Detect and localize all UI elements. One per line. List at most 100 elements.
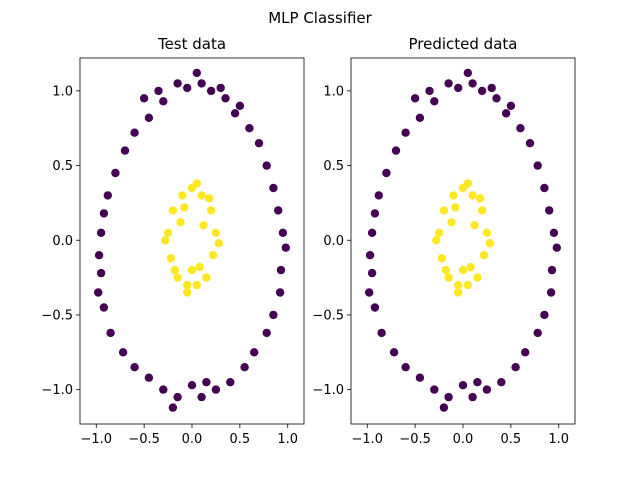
axes-frame: [350, 57, 576, 425]
data-point: [269, 310, 278, 320]
data-point: [521, 348, 530, 357]
data-point: [451, 203, 460, 212]
data-point: [439, 403, 449, 412]
data-point: [94, 288, 103, 297]
data-point: [439, 206, 449, 215]
data-point: [374, 191, 383, 200]
data-point: [447, 218, 456, 227]
data-point: [437, 254, 447, 263]
data-point: [206, 86, 216, 96]
data-point: [197, 191, 206, 200]
data-point: [454, 83, 463, 93]
data-point: [96, 268, 106, 278]
data-point: [444, 392, 453, 402]
data-point: [111, 168, 120, 178]
data-point: [262, 328, 271, 338]
data-point: [216, 83, 225, 93]
data-point: [173, 79, 182, 88]
data-point: [367, 268, 377, 278]
y-tick-label: 1.0: [52, 84, 73, 99]
data-point: [192, 68, 201, 78]
x-tick-label: −1.0: [80, 432, 112, 447]
data-point: [187, 381, 197, 390]
data-point: [547, 265, 557, 275]
data-point: [370, 209, 380, 218]
data-point: [202, 378, 211, 387]
data-point: [501, 109, 511, 118]
data-point: [214, 239, 223, 248]
y-tick-label: −1.0: [41, 383, 73, 398]
data-point: [269, 183, 278, 193]
data-point: [173, 273, 182, 282]
subplot-title: Test data: [157, 35, 226, 53]
data-point: [250, 348, 259, 357]
data-point: [130, 363, 139, 372]
y-tick-label: 0.5: [323, 159, 344, 174]
data-point: [163, 228, 173, 237]
data-point: [278, 228, 288, 237]
data-point: [401, 363, 410, 372]
data-point: [367, 228, 377, 237]
data-point: [468, 392, 477, 402]
data-point: [477, 86, 487, 96]
series-inner-ring: [161, 179, 223, 297]
data-point: [391, 146, 401, 155]
data-point: [274, 206, 283, 215]
data-point: [552, 243, 561, 252]
data-point: [545, 206, 554, 215]
data-point: [183, 280, 192, 290]
x-tick-label: 0.0: [453, 432, 474, 447]
figure-suptitle: MLP Classifier: [268, 9, 372, 27]
x-tick-label: 1.0: [548, 432, 569, 447]
data-point: [235, 101, 245, 111]
y-tick-label: 0.5: [52, 159, 73, 174]
data-point: [466, 262, 475, 272]
data-point: [470, 221, 479, 230]
panels: Test data −1.0 −0.5 0.0 0.5 1.0 −1.0 −0.5 0.0 0.5…: [41, 35, 576, 447]
data-point: [96, 228, 106, 237]
x-tick-label: 0.0: [182, 432, 203, 447]
data-point: [533, 328, 542, 338]
data-point: [106, 328, 115, 338]
y-tick-label: 1.0: [323, 84, 344, 99]
data-point: [168, 206, 178, 215]
data-point: [206, 206, 216, 215]
x-tick-label: 1.0: [277, 432, 298, 447]
data-point: [183, 288, 192, 297]
data-point: [365, 288, 374, 297]
data-point: [159, 385, 168, 394]
data-point: [276, 265, 286, 275]
data-point: [468, 79, 477, 88]
data-point: [199, 221, 208, 230]
data-point: [192, 179, 201, 188]
data-point: [168, 403, 178, 412]
data-point: [476, 194, 485, 203]
data-point: [525, 139, 535, 148]
data-point: [159, 97, 168, 106]
data-point: [205, 194, 214, 203]
y-tick-label: −0.5: [312, 308, 344, 323]
data-point: [410, 94, 420, 103]
data-point: [497, 378, 506, 387]
data-point: [516, 124, 525, 133]
data-point: [415, 113, 425, 123]
data-point: [211, 385, 221, 394]
data-point: [94, 251, 104, 260]
data-point: [477, 206, 487, 215]
data-point: [444, 79, 453, 88]
data-point: [254, 139, 264, 148]
data-point: [377, 328, 386, 338]
data-point: [430, 97, 439, 106]
data-point: [230, 109, 240, 118]
data-point: [454, 280, 463, 290]
data-point: [197, 79, 206, 88]
data-point: [130, 128, 139, 137]
data-point: [211, 228, 221, 237]
data-point: [183, 83, 192, 93]
data-point: [187, 265, 197, 275]
data-point: [425, 86, 434, 96]
x-tick-label: −0.5: [399, 432, 431, 447]
y-tick-label: 0.0: [323, 234, 344, 249]
data-point: [454, 288, 463, 297]
